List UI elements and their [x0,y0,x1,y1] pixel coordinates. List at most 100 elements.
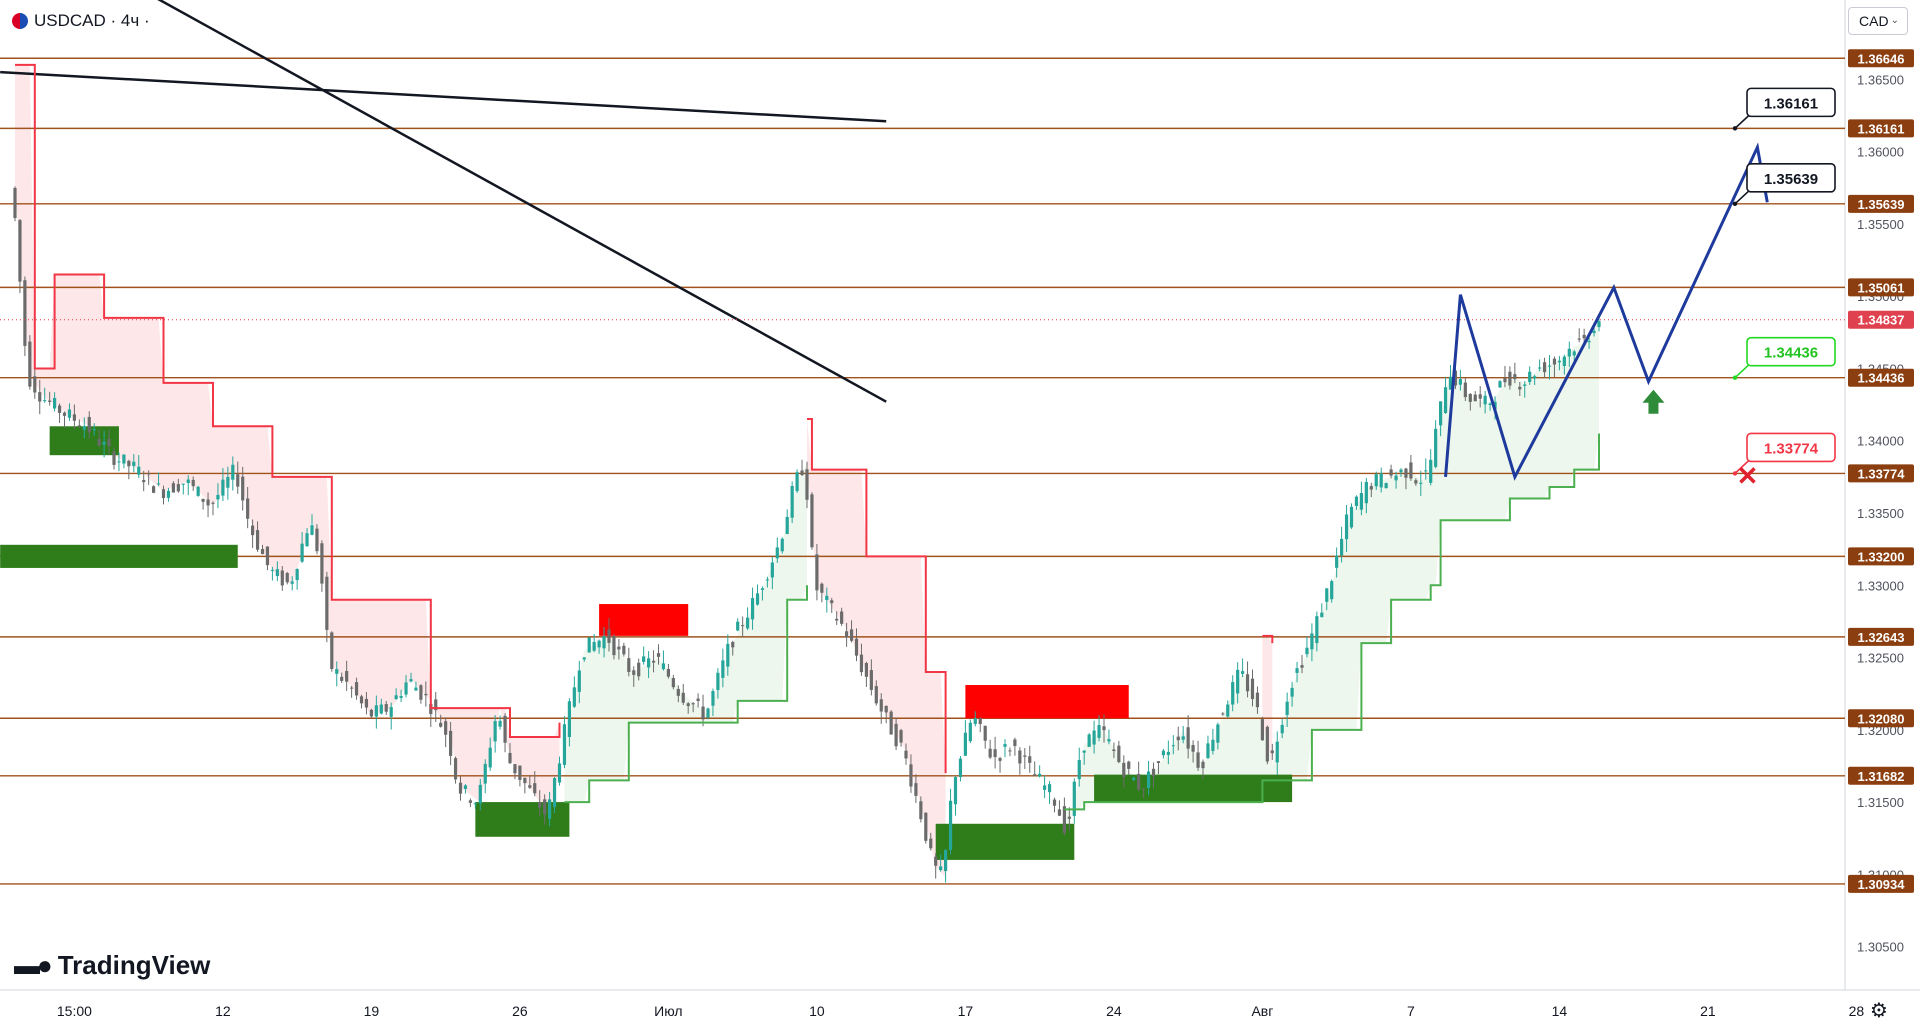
candle-body [632,670,636,675]
separator: · [139,11,150,30]
candle-body [77,425,81,427]
candle-body [1107,739,1111,742]
candle-body [1349,506,1354,528]
tradingview-mark-icon: ▬● [14,950,53,980]
candle-body [1236,669,1240,694]
symbol-header[interactable]: USDCAD · 4ч · [12,8,150,34]
logo-text: TradingView [57,950,211,980]
level-label-bg [1848,874,1914,893]
level-label-text: 1.33200 [1858,549,1905,564]
candle-body [419,685,423,700]
price-tick-label: 1.36500 [1857,72,1904,87]
candle-body [958,758,963,778]
candle-body [750,598,755,620]
candle-body [241,476,245,501]
level-label-text: 1.31682 [1858,769,1905,784]
price-tick-label: 1.35500 [1857,217,1904,232]
candle-body [681,692,685,703]
candle-body [988,748,992,758]
candle-body [231,464,235,480]
candle-body [889,711,893,735]
candle-body [1538,367,1542,369]
candle-body [1513,374,1517,380]
callout-leader [1734,459,1750,474]
callout-leader [1734,364,1750,379]
candle-body [132,461,136,467]
candle-body [1146,771,1151,788]
candle-body [562,724,567,765]
candle-body [1542,362,1547,373]
candle-body [57,405,62,413]
demand-zone [0,544,238,568]
candle-body [1335,555,1339,568]
level-label-text: 1.36161 [1858,121,1905,136]
candle-body [1295,668,1299,673]
candle-body [835,618,839,621]
candle-body [1062,806,1066,833]
candle-body [1028,756,1032,763]
candle-body [345,671,349,682]
candle-body [379,704,383,714]
candle-body [1122,762,1126,778]
price-tick-label: 1.33500 [1857,506,1904,521]
candle-body [1013,739,1017,747]
candle-body [711,690,715,706]
candle-body [290,581,294,584]
candle-body [340,676,344,681]
candle-body [1196,752,1200,768]
candle-body [186,479,190,484]
candle-body [676,688,680,696]
candle-body [1478,394,1482,399]
candle-body [859,654,864,673]
candle-body [483,763,487,784]
candle-body [904,750,908,759]
candle-body [1270,750,1274,754]
candle-body [468,800,472,803]
candle-body [1280,724,1284,734]
candle-body [1523,384,1527,386]
callout-label: 1.36161 [1764,95,1818,112]
gear-icon[interactable]: ⚙ [1870,1000,1888,1022]
candle-body [171,483,175,493]
candle-body [1518,386,1522,390]
currency-select[interactable]: CAD ⌄ [1848,7,1908,35]
level-axis-label: 1.35061 [1848,278,1914,297]
candle-body [117,461,121,463]
candle-body [1379,473,1383,488]
candle-body [790,486,794,518]
candle-body [647,658,651,668]
time-tick-label: 10 [809,1003,825,1019]
candle-body [1364,481,1368,504]
candle-body [206,499,210,506]
candle-body [746,617,750,629]
price-tick-label: 1.36000 [1857,145,1904,160]
candle-body [92,429,96,431]
candle-body [87,416,91,433]
callout-box [1746,87,1836,118]
demand-zone [935,823,1075,860]
candle-body [453,758,458,780]
candle-body [1404,468,1408,478]
candle-body [508,752,512,764]
candle-body [1439,401,1443,426]
candle-body [1468,393,1472,402]
candle-body [354,682,359,696]
candle-body [1137,773,1141,790]
candle-body [1231,682,1235,705]
candle-body [518,765,522,780]
candle-body [1483,395,1487,405]
candle-body [82,426,86,430]
candle-body [795,472,799,491]
level-axis-label: 1.33774 [1848,464,1914,483]
candle-body [919,801,923,820]
candle-body [1166,752,1170,755]
candle-body [1018,750,1022,764]
tradingview-logo[interactable]: ▬● TradingView [14,950,210,981]
level-axis-label: 1.31682 [1848,766,1914,785]
time-tick-label: Июл [654,1003,682,1019]
candle-body [1191,745,1195,752]
candle-body [270,569,274,571]
level-axis-label: 1.35639 [1848,194,1914,213]
candle-body [1369,486,1373,490]
